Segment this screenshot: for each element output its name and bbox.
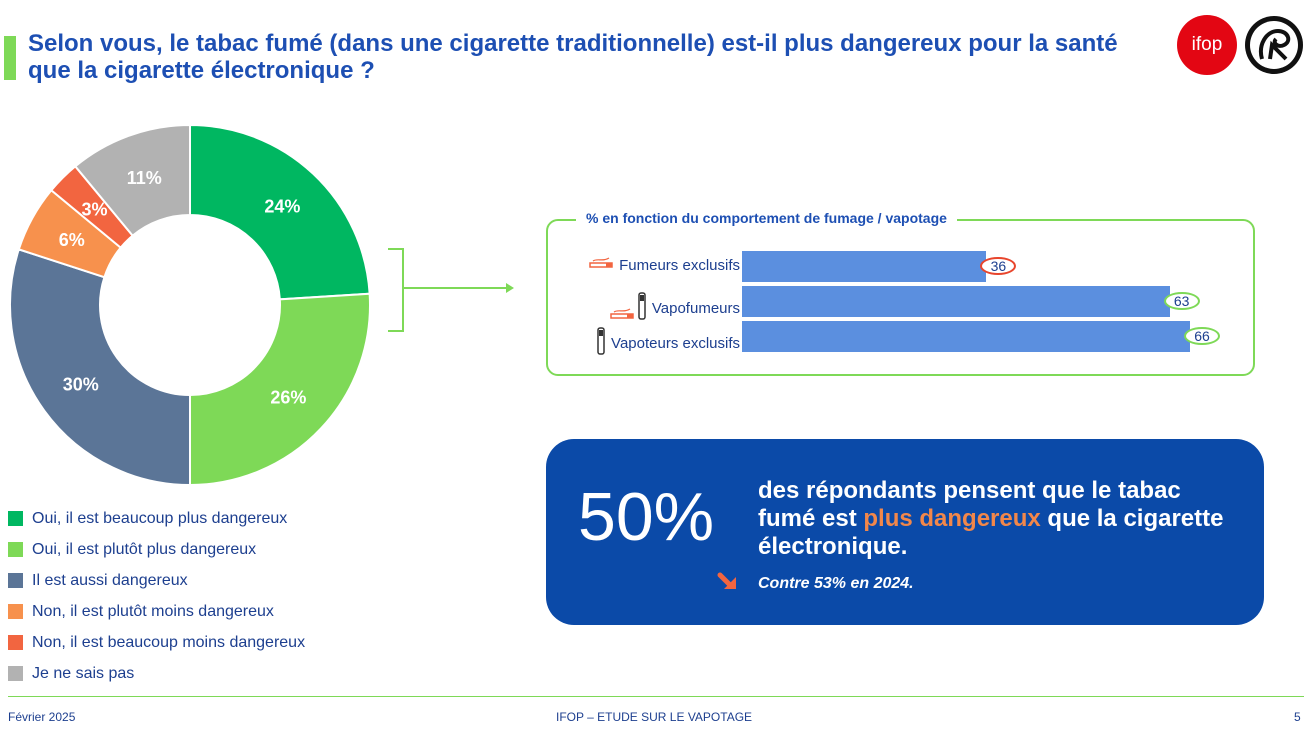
- cigarette-and-vape-icon: [610, 291, 648, 325]
- legend-swatch: [8, 666, 23, 681]
- connector-line: [404, 287, 508, 289]
- key-stat-number: 50%: [578, 479, 715, 555]
- bar-row: Fumeurs exclusifs 36: [560, 251, 1240, 283]
- legend-item: Je ne sais pas: [8, 658, 305, 689]
- legend-label: Il est aussi dangereux: [32, 571, 188, 589]
- legend-label: Oui, il est plutôt plus dangereux: [32, 540, 257, 558]
- donut-chart: 24% 26% 30% 6% 3% 11%: [9, 123, 371, 487]
- swirl-seal-logo-icon: [1245, 16, 1303, 74]
- donut-legend: Oui, il est beaucoup plus dangereux Oui, …: [8, 503, 305, 689]
- legend-label: Non, il est plutôt moins dangereux: [32, 602, 274, 620]
- bar-value-label: 66: [1184, 327, 1220, 345]
- donut-slice-label: 26%: [270, 387, 306, 407]
- donut-slice-label: 11%: [127, 168, 162, 188]
- bar: [742, 286, 1170, 317]
- page-title: Selon vous, le tabac fumé (dans une ciga…: [28, 30, 1118, 84]
- key-stat-highlight: plus dangereux: [863, 505, 1041, 532]
- title-accent-bar: [4, 36, 16, 80]
- connector-arrowhead: [506, 283, 514, 293]
- bar-category-text: Fumeurs exclusifs: [619, 256, 740, 274]
- bar-category-label: Fumeurs exclusifs: [589, 256, 740, 274]
- arrow-down-right-icon: [717, 572, 736, 589]
- bar-category-text: Vapofumeurs: [651, 299, 740, 317]
- ifop-logo-text: ifop: [1191, 34, 1223, 55]
- footer-center-text: IFOP – ETUDE SUR LE VAPOTAGE: [556, 710, 753, 724]
- breakdown-panel-title: % en fonction du comportement de fumage …: [576, 210, 957, 226]
- legend-label: Je ne sais pas: [32, 664, 135, 682]
- legend-swatch: [8, 542, 23, 557]
- donut-slice: [189, 123, 371, 301]
- bar-row: Vapofumeurs 63: [560, 286, 1240, 320]
- legend-swatch: [8, 635, 23, 650]
- cigarette-icon: [589, 256, 615, 274]
- bar-value-label: 63: [1163, 292, 1200, 310]
- bar: [742, 321, 1190, 352]
- key-stat-text: des répondants pensent que le tabac fumé…: [758, 477, 1238, 561]
- bar-category-text: Vapoteurs exclusifs: [611, 334, 740, 352]
- legend-label: Non, il est beaucoup moins dangereux: [32, 633, 306, 651]
- trend-text: Contre 53% en 2024.: [758, 575, 914, 592]
- legend-swatch: [8, 511, 23, 526]
- ifop-logo: ifop: [1177, 15, 1237, 75]
- legend-item: Oui, il est beaucoup plus dangereux: [8, 503, 305, 534]
- legend-swatch: [8, 604, 23, 619]
- donut-slice-label: 6%: [59, 230, 85, 250]
- legend-swatch: [8, 573, 23, 588]
- footer-date: Février 2025: [8, 710, 76, 724]
- bracket-connector: [388, 248, 404, 332]
- donut-slice: [9, 248, 191, 487]
- key-stat-text-after: que la cigarette électronique.: [758, 505, 1224, 560]
- bar: [742, 251, 987, 282]
- donut-slice: [189, 292, 371, 487]
- legend-item: Oui, il est plutôt plus dangereux: [8, 534, 305, 565]
- donut-slice-label: 24%: [264, 197, 300, 217]
- bar-row: Vapoteurs exclusifs 66: [560, 321, 1240, 355]
- legend-item: Non, il est plutôt moins dangereux: [8, 596, 305, 627]
- footer-divider: [8, 696, 1304, 697]
- bar-category-label: Vapofumeurs: [610, 291, 740, 325]
- vape-pen-icon: [595, 326, 607, 360]
- bar-category-label: Vapoteurs exclusifs: [595, 326, 740, 360]
- key-stat-callout: [546, 439, 1264, 625]
- legend-item: Il est aussi dangereux: [8, 565, 305, 596]
- bar-value-label: 36: [980, 257, 1017, 275]
- legend-item: Non, il est beaucoup moins dangereux: [8, 627, 305, 658]
- key-stat-text-before: des répondants pensent que le tabac fumé…: [758, 477, 1181, 532]
- legend-label: Oui, il est beaucoup plus dangereux: [32, 509, 288, 527]
- donut-slice: [73, 123, 191, 238]
- donut-slice-label: 30%: [63, 374, 99, 394]
- donut-slice-label: 3%: [82, 200, 108, 220]
- footer-page-number: 5: [1294, 710, 1301, 724]
